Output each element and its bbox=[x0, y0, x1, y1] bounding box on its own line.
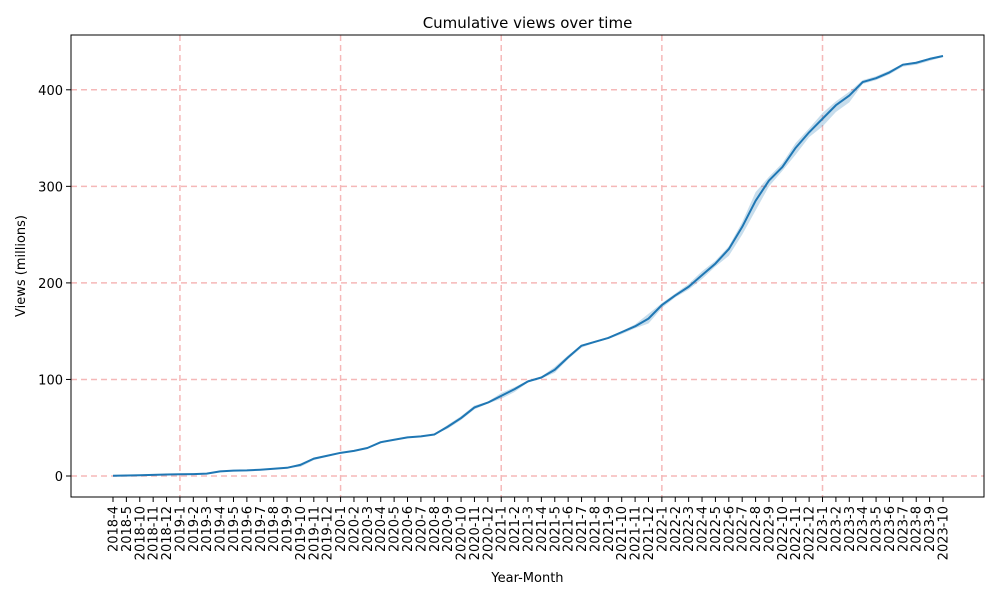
x-tick-label: 2020-11 bbox=[468, 506, 483, 560]
x-tick-label: 2021-8 bbox=[588, 506, 603, 552]
x-tick-label: 2022-7 bbox=[736, 506, 751, 552]
x-tick-label: 2019-1 bbox=[173, 506, 188, 552]
x-tick-label: 2022-8 bbox=[749, 506, 764, 552]
x-tick-label: 2022-11 bbox=[789, 506, 804, 560]
x-tick-label: 2021-4 bbox=[535, 506, 550, 552]
x-tick-label: 2022-3 bbox=[682, 506, 697, 552]
x-tick-label: 2023-10 bbox=[937, 506, 952, 560]
x-tick-label: 2023-7 bbox=[896, 506, 911, 552]
x-tick-label: 2020-3 bbox=[361, 506, 376, 552]
x-tick-label: 2020-5 bbox=[388, 506, 403, 552]
y-axis-label: Views (millions) bbox=[14, 215, 29, 317]
x-tick-label: 2019-4 bbox=[214, 506, 229, 552]
x-tick-label: 2023-5 bbox=[870, 506, 885, 552]
x-tick-label: 2020-10 bbox=[455, 506, 470, 560]
x-tick-label: 2020-2 bbox=[347, 506, 362, 552]
x-tick-label: 2018-4 bbox=[107, 506, 122, 552]
x-tick-label: 2021-11 bbox=[629, 506, 644, 560]
x-tick-label: 2019-3 bbox=[200, 506, 215, 552]
x-tick-label: 2023-9 bbox=[923, 506, 938, 552]
x-tick-label: 2018-11 bbox=[147, 506, 162, 560]
x-tick-label: 2021-1 bbox=[495, 506, 510, 552]
x-tick-label: 2020-12 bbox=[481, 506, 496, 560]
x-tick-label: 2022-9 bbox=[762, 506, 777, 552]
x-tick-label: 2021-3 bbox=[522, 506, 537, 552]
x-tick-label: 2022-12 bbox=[803, 506, 818, 560]
x-tick-label: 2020-8 bbox=[428, 506, 443, 552]
x-tick-label: 2022-5 bbox=[709, 506, 724, 552]
y-tick-label: 100 bbox=[38, 373, 63, 388]
chart-title: Cumulative views over time bbox=[423, 14, 633, 32]
x-tick-label: 2022-4 bbox=[696, 506, 711, 552]
x-tick-label: 2019-7 bbox=[254, 506, 269, 552]
x-tick-label: 2021-9 bbox=[602, 506, 617, 552]
x-tick-label: 2020-9 bbox=[441, 506, 456, 552]
x-tick-label: 2023-1 bbox=[816, 506, 831, 552]
y-tick-label: 200 bbox=[38, 277, 63, 292]
x-tick-label: 2022-1 bbox=[655, 506, 670, 552]
x-tick-label: 2019-5 bbox=[227, 506, 242, 552]
x-tick-label: 2023-4 bbox=[856, 506, 871, 552]
y-tick-label: 400 bbox=[38, 84, 63, 99]
series-line-layer bbox=[112, 55, 944, 477]
x-tick-label: 2019-6 bbox=[240, 506, 255, 552]
x-tick-label: 2021-10 bbox=[615, 506, 630, 560]
x-tick-label: 2020-6 bbox=[401, 506, 416, 552]
x-tick-label: 2019-10 bbox=[294, 506, 309, 560]
y-tick-label: 300 bbox=[38, 180, 63, 195]
x-tick-label: 2019-2 bbox=[187, 506, 202, 552]
x-tick-label: 2023-8 bbox=[910, 506, 925, 552]
x-tick-label: 2021-5 bbox=[548, 506, 563, 552]
x-axis-label: Year-Month bbox=[490, 571, 563, 586]
x-axis: 2018-42018-52018-102018-112018-122019-12… bbox=[107, 497, 952, 560]
x-tick-label: 2020-4 bbox=[374, 506, 389, 552]
x-tick-label: 2021-7 bbox=[575, 506, 590, 552]
x-tick-label: 2021-6 bbox=[562, 506, 577, 552]
x-tick-label: 2022-6 bbox=[722, 506, 737, 552]
x-tick-label: 2023-6 bbox=[883, 506, 898, 552]
x-tick-label: 2023-3 bbox=[843, 506, 858, 552]
x-tick-label: 2021-2 bbox=[508, 506, 523, 552]
x-tick-label: 2019-12 bbox=[321, 506, 336, 560]
y-tick-label: 0 bbox=[55, 470, 63, 485]
y-axis: 0 100 200 300 400 bbox=[38, 84, 71, 485]
x-tick-label: 2020-1 bbox=[334, 506, 349, 552]
x-tick-label: 2020-7 bbox=[414, 506, 429, 552]
x-tick-label: 2018-10 bbox=[133, 506, 148, 560]
x-tick-label: 2023-2 bbox=[829, 506, 844, 552]
x-tick-label: 2022-10 bbox=[776, 506, 791, 560]
x-tick-label: 2022-2 bbox=[669, 506, 684, 552]
x-tick-label: 2018-5 bbox=[120, 506, 135, 552]
x-tick-label: 2019-11 bbox=[307, 506, 322, 560]
grid-layer bbox=[71, 35, 984, 497]
x-tick-label: 2021-12 bbox=[642, 506, 657, 560]
x-tick-label: 2018-12 bbox=[160, 506, 175, 560]
x-tick-label: 2019-9 bbox=[281, 506, 296, 552]
x-tick-label: 2019-8 bbox=[267, 506, 282, 552]
